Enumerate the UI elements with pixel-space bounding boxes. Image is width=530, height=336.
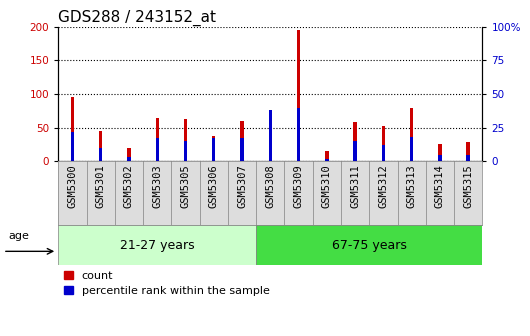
Bar xyxy=(354,141,357,161)
Bar xyxy=(466,142,470,161)
Bar xyxy=(127,157,131,161)
Bar xyxy=(70,132,74,161)
Text: 67-75 years: 67-75 years xyxy=(332,239,407,252)
Legend: count, percentile rank within the sample: count, percentile rank within the sample xyxy=(64,271,270,296)
Bar xyxy=(184,119,187,161)
Bar xyxy=(212,136,216,161)
Text: GSM5312: GSM5312 xyxy=(378,165,388,208)
Text: GSM5301: GSM5301 xyxy=(96,165,105,208)
Bar xyxy=(155,138,159,161)
Text: GSM5305: GSM5305 xyxy=(181,165,190,208)
Bar xyxy=(240,138,244,161)
Bar xyxy=(410,137,413,161)
Bar xyxy=(438,144,441,161)
Bar xyxy=(212,138,216,161)
Text: GSM5308: GSM5308 xyxy=(266,165,275,208)
Bar xyxy=(127,148,131,161)
Text: GSM5309: GSM5309 xyxy=(294,165,304,208)
Bar xyxy=(297,30,301,161)
Text: GDS288 / 243152_at: GDS288 / 243152_at xyxy=(58,9,216,26)
Bar xyxy=(438,155,441,161)
Bar xyxy=(58,225,256,265)
Text: GSM5306: GSM5306 xyxy=(209,165,219,208)
Bar xyxy=(325,151,329,161)
Text: GSM5313: GSM5313 xyxy=(407,165,417,208)
Bar xyxy=(466,155,470,161)
Text: 21-27 years: 21-27 years xyxy=(120,239,195,252)
Text: GSM5307: GSM5307 xyxy=(237,165,247,208)
Bar xyxy=(410,108,413,161)
Text: GSM5303: GSM5303 xyxy=(152,165,162,208)
Bar xyxy=(269,110,272,161)
Text: GSM5300: GSM5300 xyxy=(67,165,77,208)
Bar xyxy=(325,159,329,161)
Bar xyxy=(99,148,102,161)
Bar xyxy=(256,225,482,265)
Bar xyxy=(240,121,244,161)
Bar xyxy=(269,118,272,161)
Bar xyxy=(354,122,357,161)
Text: age: age xyxy=(8,232,30,241)
Text: GSM5310: GSM5310 xyxy=(322,165,332,208)
Text: GSM5314: GSM5314 xyxy=(435,165,445,208)
Bar xyxy=(99,131,102,161)
Bar xyxy=(70,97,74,161)
Bar xyxy=(155,118,159,161)
Text: GSM5302: GSM5302 xyxy=(124,165,134,208)
Bar xyxy=(184,141,187,161)
Text: GSM5311: GSM5311 xyxy=(350,165,360,208)
Text: GSM5315: GSM5315 xyxy=(463,165,473,208)
Bar xyxy=(382,126,385,161)
Bar xyxy=(297,108,301,161)
Bar xyxy=(382,145,385,161)
